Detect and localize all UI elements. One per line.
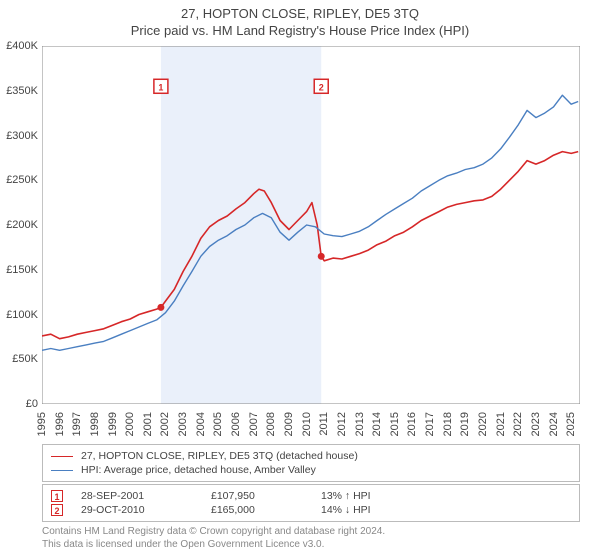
y-tick-label: £50K bbox=[0, 353, 38, 365]
x-tick-label: 2009 bbox=[283, 412, 295, 436]
event-marker-icon: 1 bbox=[51, 490, 63, 502]
x-tick-label: 2002 bbox=[159, 412, 171, 436]
chart-title: 27, HOPTON CLOSE, RIPLEY, DE5 3TQ bbox=[0, 6, 600, 23]
svg-text:2: 2 bbox=[319, 82, 324, 92]
x-tick-label: 2025 bbox=[565, 412, 577, 436]
event-price: £107,950 bbox=[211, 490, 321, 502]
event-pct: 14% ↓ HPI bbox=[321, 504, 431, 516]
legend-swatch bbox=[51, 456, 73, 457]
legend-label: HPI: Average price, detached house, Ambe… bbox=[81, 464, 316, 476]
y-tick-label: £300K bbox=[0, 130, 38, 142]
event-row: 2 29-OCT-2010£165,00014% ↓ HPI bbox=[51, 503, 571, 517]
events-legend: 1 28-SEP-2001£107,95013% ↑ HPI 2 29-OCT-201… bbox=[42, 484, 580, 522]
y-tick-label: £350K bbox=[0, 85, 38, 97]
y-tick-label: £400K bbox=[0, 40, 38, 52]
footer-attribution: Contains HM Land Registry data © Crown c… bbox=[42, 526, 580, 551]
x-tick-label: 2022 bbox=[512, 412, 524, 436]
svg-text:1: 1 bbox=[158, 82, 163, 92]
x-tick-label: 2017 bbox=[424, 412, 436, 436]
x-tick-label: 2024 bbox=[548, 412, 560, 436]
x-tick-label: 2006 bbox=[230, 412, 242, 436]
legend-swatch bbox=[51, 470, 73, 471]
event-date: 28-SEP-2001 bbox=[81, 490, 211, 502]
x-tick-label: 2010 bbox=[301, 412, 313, 436]
x-tick-label: 2013 bbox=[354, 412, 366, 436]
x-tick-label: 2012 bbox=[336, 412, 348, 436]
x-tick-label: 2004 bbox=[195, 412, 207, 436]
series-legend: 27, HOPTON CLOSE, RIPLEY, DE5 3TQ (detac… bbox=[42, 444, 580, 482]
x-tick-label: 2023 bbox=[530, 412, 542, 436]
legend-row: 27, HOPTON CLOSE, RIPLEY, DE5 3TQ (detac… bbox=[51, 449, 571, 463]
x-tick-label: 2011 bbox=[318, 412, 330, 436]
footer-line-2: This data is licensed under the Open Gov… bbox=[42, 539, 580, 552]
plot-area: 12 bbox=[42, 46, 580, 404]
event-date: 29-OCT-2010 bbox=[81, 504, 211, 516]
legend-row: HPI: Average price, detached house, Ambe… bbox=[51, 463, 571, 477]
chart-svg: 12 bbox=[42, 46, 580, 404]
event-pct: 13% ↑ HPI bbox=[321, 490, 431, 502]
x-tick-label: 1999 bbox=[107, 412, 119, 436]
y-tick-label: £250K bbox=[0, 174, 38, 186]
title-block: 27, HOPTON CLOSE, RIPLEY, DE5 3TQ Price … bbox=[0, 0, 600, 40]
y-tick-label: £0 bbox=[0, 398, 38, 410]
event-price: £165,000 bbox=[211, 504, 321, 516]
event-marker-icon: 2 bbox=[51, 504, 63, 516]
legend-label: 27, HOPTON CLOSE, RIPLEY, DE5 3TQ (detac… bbox=[81, 450, 358, 462]
x-tick-label: 2015 bbox=[389, 412, 401, 436]
x-tick-label: 2018 bbox=[442, 412, 454, 436]
chart-container: 27, HOPTON CLOSE, RIPLEY, DE5 3TQ Price … bbox=[0, 0, 600, 560]
x-tick-label: 2001 bbox=[142, 412, 154, 436]
x-tick-label: 1995 bbox=[36, 412, 48, 436]
x-tick-label: 2014 bbox=[371, 412, 383, 436]
x-tick-label: 1996 bbox=[54, 412, 66, 436]
x-tick-label: 2003 bbox=[177, 412, 189, 436]
x-tick-label: 2008 bbox=[265, 412, 277, 436]
x-tick-label: 2021 bbox=[495, 412, 507, 436]
x-tick-label: 2016 bbox=[406, 412, 418, 436]
x-tick-label: 1998 bbox=[89, 412, 101, 436]
x-tick-label: 2007 bbox=[248, 412, 260, 436]
footer-line-1: Contains HM Land Registry data © Crown c… bbox=[42, 526, 580, 539]
x-tick-label: 2000 bbox=[124, 412, 136, 436]
chart-subtitle: Price paid vs. HM Land Registry's House … bbox=[0, 23, 600, 40]
x-tick-label: 2020 bbox=[477, 412, 489, 436]
y-tick-label: £200K bbox=[0, 219, 38, 231]
x-tick-label: 1997 bbox=[71, 412, 83, 436]
x-tick-label: 2019 bbox=[459, 412, 471, 436]
y-tick-label: £150K bbox=[0, 264, 38, 276]
x-tick-label: 2005 bbox=[212, 412, 224, 436]
y-tick-label: £100K bbox=[0, 309, 38, 321]
event-row: 1 28-SEP-2001£107,95013% ↑ HPI bbox=[51, 489, 571, 503]
